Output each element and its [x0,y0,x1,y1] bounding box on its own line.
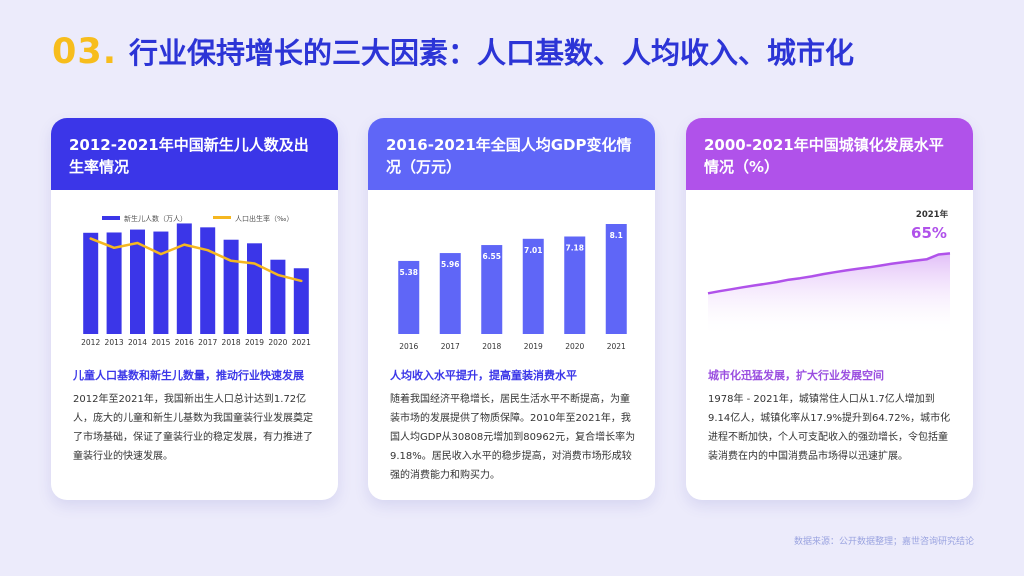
title-text: 行业保持增长的三大因素：人口基数、人均收入、城市化 [129,36,855,70]
bar-births [223,239,239,334]
urbanization-chart: 2021年 65% [686,190,973,370]
x-tick-label: 2016 [175,338,194,347]
legend-label-birthrate: 人口出生率（‰） [235,214,293,223]
title-number: 03. [52,32,118,72]
bar-gdp [481,245,503,334]
area-urbanization [708,253,950,334]
card-body: 1978年 - 2021年，城镇常住人口从1.7亿人增加到9.14亿人，城镇化率… [708,394,951,462]
card-gdp: 2016-2021年全国人均GDP变化情况（万元） 5.38 2016 5.96 20… [368,118,655,500]
bar-value-label: 5.38 [399,268,418,277]
x-tick-label: 2014 [128,338,147,347]
x-tick-label: 2015 [151,338,170,347]
card-subheading: 人均收入水平提升，提高童装消费水平 [390,369,577,382]
page-title: 03. 行业保持增长的三大因素：人口基数、人均收入、城市化 [52,30,854,74]
data-source: 数据来源：公开数据整理；嘉世咨询研究结论 [793,537,974,547]
x-tick-label: 2021 [292,338,311,347]
x-tick-label: 2019 [524,342,543,351]
x-tick-label: 2016 [399,342,418,351]
x-tick-label: 2019 [245,338,264,347]
legend-label-births: 新生儿人数（万人） [124,214,187,223]
card-heading: 2012-2021年中国新生儿人数及出生率情况 [51,118,338,190]
x-tick-label: 2018 [482,342,501,351]
annotation-year: 2021年 [916,209,949,220]
bar-births [247,243,262,334]
bar-gdp [605,224,627,334]
card-births: 2012-2021年中国新生儿人数及出生率情况 新生儿人数（万人） 人口出生率（‰… [51,118,338,500]
card-heading: 2000-2021年中国城镇化发展水平情况（%） [686,118,973,190]
bar-gdp [398,260,420,334]
line-urbanization [707,252,951,295]
x-tick-label: 2013 [105,338,124,347]
card-subheading: 儿童人口基数和新生儿数量，推动行业快速发展 [73,369,304,382]
x-tick-label: 2021 [607,342,626,351]
annotation-value: 65% [911,224,947,242]
x-tick-label: 2018 [222,338,241,347]
bar-births [130,229,145,334]
bar-births [200,227,216,334]
bar-value-label: 6.55 [482,252,501,261]
bar-value-label: 7.01 [524,246,543,255]
card-subheading: 城市化迅猛发展，扩大行业发展空间 [708,369,884,382]
x-tick-label: 2017 [198,338,217,347]
line-birthrate [89,237,303,283]
bar-births [293,268,309,334]
x-tick-label: 2020 [565,342,584,351]
bar-gdp [564,236,586,334]
x-tick-label: 2020 [268,338,287,347]
bar-births [153,231,169,334]
card-body: 随着我国经济平稳增长，居民生活水平不断提高，为童装市场的发展提供了物质保障。20… [390,394,636,481]
bar-value-label: 5.96 [441,260,460,269]
x-tick-label: 2017 [441,342,460,351]
bar-gdp [522,238,544,334]
bar-births [176,223,192,334]
gdp-chart: 5.38 2016 5.96 2017 6.55 2018 7.01 2019 7.18 2020… [368,190,655,370]
card-heading: 2016-2021年全国人均GDP变化情况（万元） [368,118,655,190]
card-body: 2012年至2021年，我国新出生人口总计达到1.72亿人，庞大的儿童和新生儿基… [73,394,313,462]
births-chart: 新生儿人数（万人） 人口出生率（‰） 2012 2013 2014 2015 2016 201… [51,190,338,370]
x-tick-label: 2012 [81,338,100,347]
bar-births [270,259,286,334]
legend-swatch-birthrate [213,216,231,219]
legend-swatch-births [102,216,120,220]
card-urbanization: 2000-2021年中国城镇化发展水平情况（%） 2021年 65% 城市化迅猛发… [686,118,973,500]
bar-births [106,232,122,334]
bar-births [83,232,99,334]
bar-gdp [439,253,461,334]
bar-value-label: 8.1 [610,231,623,240]
bar-value-label: 7.18 [565,243,584,252]
